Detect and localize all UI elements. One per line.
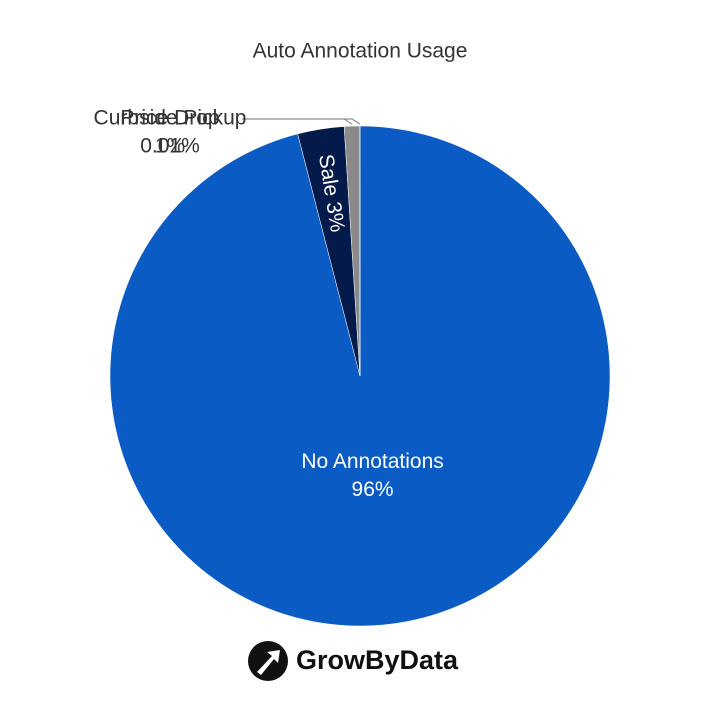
slice-label: No Annotations	[301, 450, 443, 473]
leader-line	[242, 118, 361, 125]
slice-value: 3%	[322, 200, 349, 234]
outside-value: 0.01%	[140, 135, 200, 158]
leader-line	[242, 118, 353, 125]
outside-label: Curbside Pickup	[94, 107, 247, 130]
logo-arrow	[257, 650, 280, 675]
chart-title: Auto Annotation Usage	[253, 40, 468, 63]
outside-label: Price Drop	[120, 107, 219, 130]
slice-value: 96%	[352, 478, 394, 501]
logo: GrowByData	[248, 641, 459, 681]
outside-value: 1%	[155, 135, 185, 158]
logo-text: GrowByData	[296, 645, 459, 675]
